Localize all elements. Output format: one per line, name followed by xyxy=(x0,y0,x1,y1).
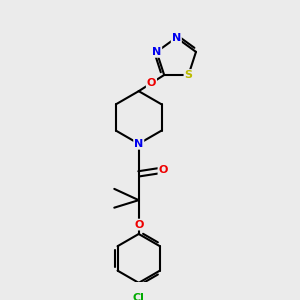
Text: O: O xyxy=(134,220,143,230)
Text: N: N xyxy=(172,33,181,43)
Text: N: N xyxy=(134,139,143,149)
Text: Cl: Cl xyxy=(133,293,145,300)
Text: S: S xyxy=(184,70,193,80)
Text: O: O xyxy=(147,78,156,88)
Text: N: N xyxy=(152,47,161,57)
Text: O: O xyxy=(158,165,168,175)
